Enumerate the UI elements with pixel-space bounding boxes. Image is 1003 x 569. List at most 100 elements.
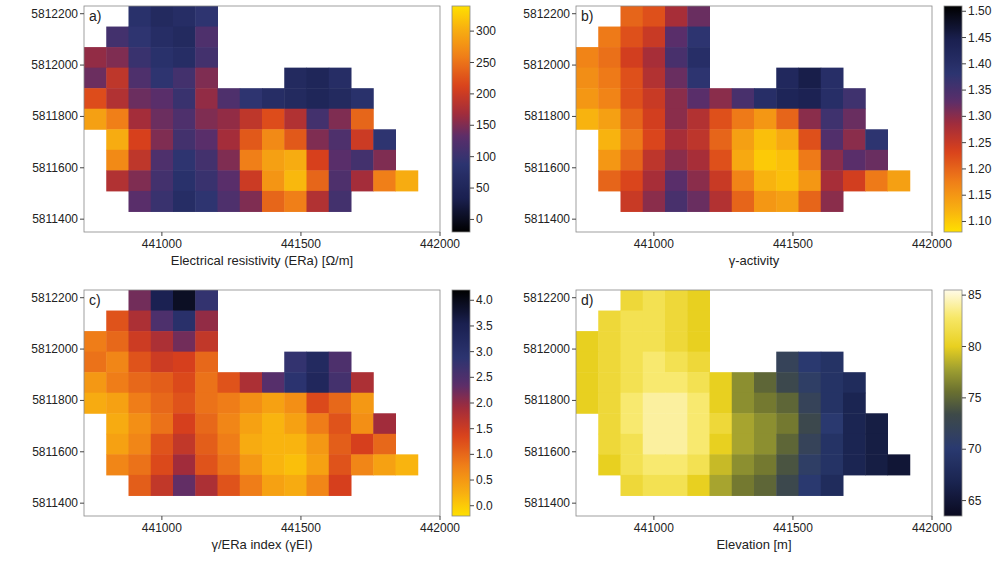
cell: [821, 434, 844, 455]
cell: [776, 393, 799, 414]
colorbar-tick-label: 1.20: [968, 162, 992, 176]
cell: [776, 170, 799, 191]
y-tick-label: 5811800: [32, 109, 78, 123]
cell: [262, 150, 285, 171]
cell: [598, 352, 621, 373]
y-tick: [572, 349, 576, 350]
cell: [821, 109, 844, 130]
cell: [665, 475, 688, 496]
cell: [218, 150, 241, 171]
cell: [598, 88, 621, 109]
cell: [195, 129, 218, 150]
cell: [106, 68, 129, 89]
colorbar-tick-label: 200: [476, 87, 496, 101]
cell: [621, 191, 644, 212]
cell: [576, 88, 599, 109]
cell: [598, 170, 621, 191]
cell: [373, 129, 396, 150]
colorbar-tick: [470, 454, 474, 455]
panel-letter: d): [581, 292, 593, 308]
panel-letter: b): [581, 8, 593, 24]
x-tick: [653, 232, 654, 236]
cell: [218, 475, 241, 496]
x-axis-title: γ-activity: [729, 253, 780, 268]
cell: [284, 454, 307, 475]
cell: [195, 68, 218, 89]
cell: [106, 47, 129, 68]
cell: [665, 372, 688, 393]
cell: [151, 352, 174, 373]
cell: [598, 393, 621, 414]
colorbar-tick-label: 80: [968, 340, 982, 354]
cell: [106, 434, 129, 455]
cell: [598, 68, 621, 89]
cell: [307, 150, 330, 171]
cell: [173, 393, 196, 414]
colorbar-tick: [470, 505, 474, 506]
cell: [129, 331, 152, 352]
y-tick: [80, 13, 84, 14]
cell: [307, 352, 330, 373]
y-tick-label: 5811400: [32, 496, 78, 510]
cell: [621, 27, 644, 48]
cell: [687, 475, 710, 496]
cell: [307, 88, 330, 109]
cell: [396, 170, 419, 191]
cell: [240, 170, 263, 191]
cell: [307, 393, 330, 414]
cell: [84, 109, 107, 130]
y-tick-label: 5811600: [524, 161, 570, 175]
x-tick: [792, 516, 793, 520]
colorbar-tick-label: 65: [968, 494, 982, 508]
cell: [776, 150, 799, 171]
cell: [106, 372, 129, 393]
cell: [129, 191, 152, 212]
cell: [621, 170, 644, 191]
cell: [351, 372, 374, 393]
cell: [799, 88, 822, 109]
x-tick-label: 441000: [142, 237, 182, 251]
cell: [710, 393, 733, 414]
cell: [151, 290, 174, 311]
cell: [821, 352, 844, 373]
cell: [173, 129, 196, 150]
colorbar-tick-label: 1.35: [968, 83, 992, 97]
x-tick-label: 441500: [773, 521, 813, 535]
cell: [687, 290, 710, 311]
y-tick: [80, 167, 84, 168]
cell: [151, 331, 174, 352]
cell: [710, 109, 733, 130]
cell: [732, 129, 755, 150]
y-tick: [80, 400, 84, 401]
cell: [665, 311, 688, 332]
cell: [129, 290, 152, 311]
cell: [151, 372, 174, 393]
cell: [329, 475, 352, 496]
cell: [284, 68, 307, 89]
cell: [106, 311, 129, 332]
cell: [821, 88, 844, 109]
cell: [821, 393, 844, 414]
cell: [129, 129, 152, 150]
cell: [106, 413, 129, 434]
cell: [173, 6, 196, 27]
cell: [151, 393, 174, 414]
cell: [173, 88, 196, 109]
cell: [195, 47, 218, 68]
cell: [665, 290, 688, 311]
colorbar-tick-label: 2.5: [476, 370, 493, 384]
colorbar-tick-label: 1.30: [968, 109, 992, 123]
cell: [843, 170, 866, 191]
cell: [687, 454, 710, 475]
cell: [329, 413, 352, 434]
cell: [732, 88, 755, 109]
cell: [262, 475, 285, 496]
cell: [598, 331, 621, 352]
cell: [240, 109, 263, 130]
cell: [173, 454, 196, 475]
cell: [843, 434, 866, 455]
cell: [710, 129, 733, 150]
cell: [329, 109, 352, 130]
cell: [240, 475, 263, 496]
colorbar-tick-label: 70: [968, 442, 982, 456]
